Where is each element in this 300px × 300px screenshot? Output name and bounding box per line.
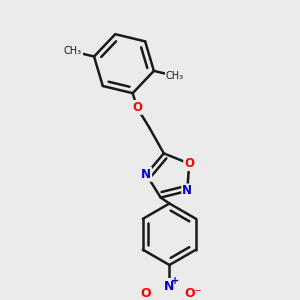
Text: CH₃: CH₃ [166,71,184,81]
Text: N: N [164,280,175,292]
Text: O: O [132,101,142,114]
Text: O: O [141,287,152,300]
Text: CH₃: CH₃ [64,46,82,56]
Text: N: N [182,184,192,197]
Text: O: O [184,157,194,170]
Text: O⁻: O⁻ [185,287,202,300]
Text: +: + [171,276,179,286]
Text: N: N [141,168,151,181]
